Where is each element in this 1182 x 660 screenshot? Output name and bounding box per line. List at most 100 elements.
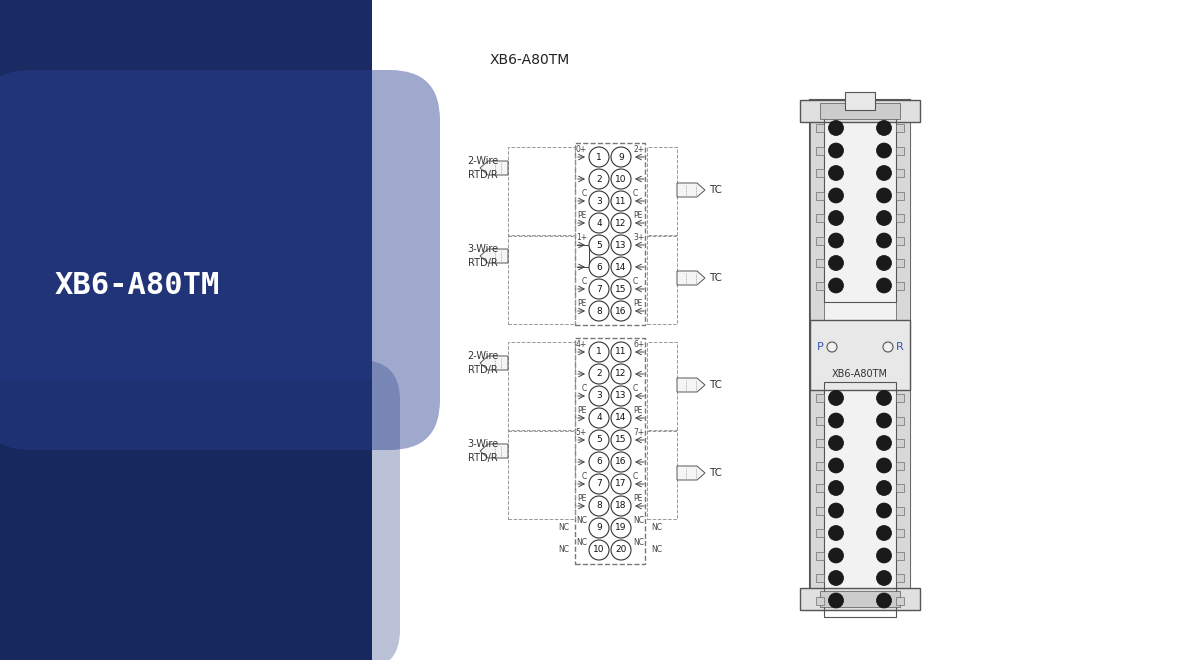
Bar	[816, 214, 824, 222]
Text: 5: 5	[596, 240, 602, 249]
Text: C: C	[634, 472, 638, 481]
Text: 4+: 4+	[576, 340, 587, 349]
Circle shape	[877, 278, 891, 293]
Text: TC: TC	[709, 380, 722, 390]
Bar	[896, 214, 904, 222]
Circle shape	[611, 452, 631, 472]
Bar	[816, 394, 824, 402]
Circle shape	[611, 342, 631, 362]
Bar	[896, 552, 904, 560]
Circle shape	[589, 540, 609, 560]
Circle shape	[877, 548, 891, 563]
Text: 3: 3	[596, 391, 602, 401]
Bar	[816, 552, 824, 560]
Circle shape	[589, 496, 609, 516]
Text: 12: 12	[616, 218, 626, 228]
Circle shape	[611, 147, 631, 167]
Bar	[896, 394, 904, 402]
Text: 10: 10	[616, 174, 626, 183]
Bar	[816, 259, 824, 267]
Text: TC: TC	[709, 273, 722, 283]
Circle shape	[877, 233, 891, 248]
Circle shape	[829, 480, 844, 496]
Text: 9: 9	[618, 152, 624, 162]
Text: 20: 20	[616, 546, 626, 554]
Text: 1: 1	[596, 348, 602, 356]
Circle shape	[611, 386, 631, 406]
Text: PE: PE	[634, 211, 642, 220]
Text: 15: 15	[616, 284, 626, 294]
Circle shape	[589, 191, 609, 211]
Bar	[810, 100, 824, 610]
Text: 11: 11	[616, 348, 626, 356]
Circle shape	[877, 121, 891, 135]
Circle shape	[611, 301, 631, 321]
Text: 5+: 5+	[576, 428, 587, 437]
Bar	[647, 147, 677, 236]
Text: NC: NC	[634, 516, 644, 525]
Circle shape	[829, 211, 844, 226]
Circle shape	[589, 364, 609, 384]
Text: 16: 16	[616, 457, 626, 467]
Bar	[816, 461, 824, 469]
Text: C: C	[634, 277, 638, 286]
Circle shape	[829, 548, 844, 563]
Text: TC: TC	[709, 468, 722, 478]
Text: NC: NC	[558, 546, 569, 554]
Bar	[816, 529, 824, 537]
Circle shape	[877, 593, 891, 608]
Bar	[896, 597, 904, 605]
Circle shape	[611, 540, 631, 560]
Bar	[508, 147, 574, 236]
Circle shape	[589, 430, 609, 450]
Text: RTD/R: RTD/R	[468, 453, 498, 463]
Circle shape	[829, 255, 844, 271]
Bar	[508, 235, 574, 324]
Circle shape	[829, 121, 844, 135]
Bar	[896, 191, 904, 199]
Text: RTD/R: RTD/R	[468, 170, 498, 180]
Circle shape	[589, 386, 609, 406]
Bar	[574, 338, 645, 564]
Bar	[896, 484, 904, 492]
Circle shape	[877, 255, 891, 271]
Text: 5: 5	[596, 436, 602, 444]
Bar	[816, 506, 824, 515]
Circle shape	[611, 257, 631, 277]
Circle shape	[611, 169, 631, 189]
Bar	[845, 92, 875, 110]
Bar	[896, 506, 904, 515]
Text: 18: 18	[616, 502, 626, 510]
Circle shape	[883, 342, 892, 352]
Text: 1+: 1+	[576, 233, 587, 242]
Circle shape	[877, 503, 891, 518]
Text: C: C	[582, 384, 587, 393]
Text: 9: 9	[596, 523, 602, 533]
Text: 12: 12	[616, 370, 626, 378]
Text: 8: 8	[596, 306, 602, 315]
Circle shape	[611, 235, 631, 255]
Circle shape	[589, 213, 609, 233]
Text: PE: PE	[578, 494, 587, 503]
Bar	[816, 597, 824, 605]
FancyBboxPatch shape	[0, 0, 372, 380]
Text: NC: NC	[651, 523, 662, 533]
Bar	[647, 430, 677, 519]
Polygon shape	[480, 444, 508, 458]
Bar	[810, 100, 910, 610]
Circle shape	[829, 413, 844, 428]
Bar	[824, 382, 896, 617]
Text: C: C	[634, 384, 638, 393]
Text: NC: NC	[634, 538, 644, 547]
Bar	[896, 416, 904, 424]
Polygon shape	[677, 466, 704, 480]
Bar	[816, 416, 824, 424]
Circle shape	[829, 233, 844, 248]
Circle shape	[829, 525, 844, 541]
Text: XB6-A80TM: XB6-A80TM	[832, 369, 888, 379]
Text: 2: 2	[596, 174, 602, 183]
Circle shape	[589, 235, 609, 255]
Text: 15: 15	[616, 436, 626, 444]
Circle shape	[877, 166, 891, 180]
Polygon shape	[480, 249, 508, 263]
